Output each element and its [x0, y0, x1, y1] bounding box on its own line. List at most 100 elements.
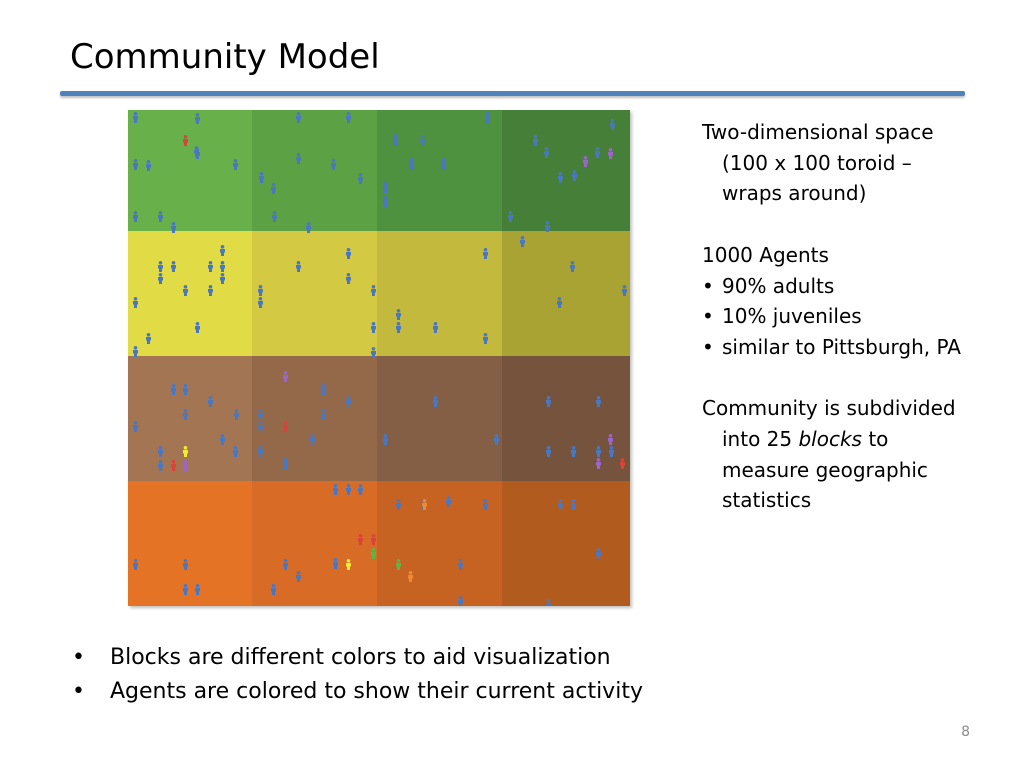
agent-figure — [558, 172, 563, 183]
space-text-line-1: Two-dimensional space — [702, 120, 934, 144]
agent-figure — [346, 396, 351, 407]
agent-figure — [306, 222, 311, 233]
agent-figure — [333, 484, 338, 495]
agent-figure — [572, 170, 577, 181]
block-r4-c1 — [128, 481, 252, 606]
agent-figure — [494, 434, 499, 445]
agent-figure — [358, 534, 363, 545]
bullet-text: Agents are colored to show their current… — [110, 679, 643, 704]
agent-figure — [283, 421, 288, 432]
agent-figure — [622, 285, 627, 296]
bullet-text: 90% adults — [722, 273, 835, 298]
community-grid-canvas — [128, 110, 630, 606]
agent-figure — [595, 147, 600, 158]
agent-figure — [259, 172, 264, 183]
agent-figure — [158, 273, 163, 284]
agent-figure — [546, 396, 551, 407]
block-r2-c2 — [252, 231, 377, 356]
agent-figure — [546, 446, 551, 457]
agent-figure — [346, 248, 351, 259]
block-r1-c2 — [252, 110, 377, 231]
space-text-line-3: wraps around) — [722, 181, 867, 206]
agent-figure — [396, 322, 401, 333]
agent-figure — [220, 434, 225, 445]
agent-figure — [133, 211, 138, 222]
agent-figure — [310, 434, 315, 445]
agent-figure — [570, 261, 575, 272]
agent-figure — [608, 434, 613, 445]
agent-figure — [396, 559, 401, 570]
agent-figure — [596, 396, 601, 407]
agent-figure — [183, 446, 188, 457]
agent-figure — [596, 446, 601, 457]
agent-figure — [596, 458, 601, 469]
agent-figure — [557, 297, 562, 308]
agent-figure — [371, 548, 376, 559]
agent-figure — [396, 309, 401, 320]
agent-figure — [195, 113, 200, 124]
agent-figure — [146, 160, 151, 171]
blocks-text-line-2: into 25 blocks to — [702, 424, 1002, 455]
agent-figure — [208, 396, 213, 407]
agent-figure — [158, 261, 163, 272]
agent-figure — [233, 159, 238, 170]
agent-figure — [296, 112, 301, 123]
agent-figure — [271, 183, 276, 194]
agent-figure — [208, 285, 213, 296]
agent-figure — [396, 499, 401, 510]
agent-figure — [433, 322, 438, 333]
agent-figure — [146, 333, 151, 344]
agent-figure — [271, 584, 276, 595]
agent-figure — [544, 147, 549, 158]
block-r1-c1 — [128, 110, 252, 231]
agent-figure — [208, 261, 213, 272]
agent-figure — [283, 458, 288, 469]
block-r1-c3 — [377, 110, 502, 231]
blocks-text-part: into 25 — [722, 427, 799, 451]
blocks-text-part: to — [861, 427, 889, 451]
agent-figure — [371, 534, 376, 545]
agent-figure — [258, 297, 263, 308]
agent-figure — [331, 159, 336, 170]
agent-figure — [195, 322, 200, 333]
agent-figure — [183, 460, 188, 471]
agent-figure — [171, 384, 176, 395]
bullet-dot: • — [72, 645, 85, 670]
agent-figure — [133, 159, 138, 170]
agent-figure — [233, 446, 238, 457]
agent-figure — [296, 261, 301, 272]
bullet-dot: • — [72, 679, 85, 704]
agent-figure — [171, 261, 176, 272]
agent-figure — [234, 409, 239, 420]
blocks-text-line-1: Community is subdivided — [702, 396, 956, 421]
agent-figure — [183, 559, 188, 570]
agent-figure — [520, 236, 525, 247]
agent-figure — [220, 261, 225, 272]
block-r4-c2 — [252, 481, 377, 606]
slide-title: Community Model — [70, 37, 380, 77]
agent-figure — [220, 273, 225, 284]
agent-figure — [133, 297, 138, 308]
agent-figure — [610, 119, 615, 130]
agent-figure — [183, 584, 188, 595]
agent-figure — [371, 347, 376, 358]
bullet-text: 10% juveniles — [722, 304, 862, 329]
agent-figure — [258, 409, 263, 420]
community-grid — [128, 110, 630, 606]
agent-figure — [596, 548, 601, 559]
agent-figure — [333, 558, 338, 569]
agent-figure — [383, 434, 388, 445]
agent-figure — [483, 333, 488, 344]
agent-figure — [458, 559, 463, 570]
agent-figure — [483, 499, 488, 510]
block-r3-c3 — [377, 356, 502, 481]
agent-figure — [258, 285, 263, 296]
agent-figure — [171, 460, 176, 471]
bullet-dot: • — [702, 304, 714, 329]
agent-figure — [533, 135, 538, 146]
agent-figure — [583, 156, 588, 167]
block-r3-c1 — [128, 356, 252, 481]
agent-figure — [508, 211, 513, 222]
agent-figure — [485, 112, 490, 123]
agent-figure — [183, 285, 188, 296]
